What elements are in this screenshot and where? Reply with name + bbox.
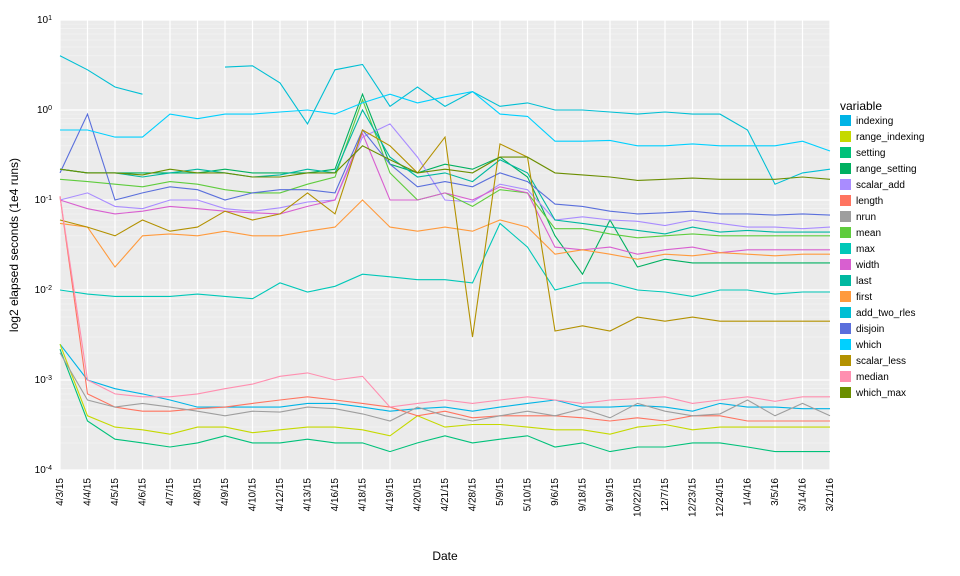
x-tick-label: 4/20/15 <box>413 478 424 512</box>
x-tick-label: 12/24/15 <box>715 478 726 517</box>
legend-label: add_two_rles <box>856 308 915 319</box>
legend-swatch <box>840 307 851 318</box>
y-tick-label: 10-3 <box>35 375 52 387</box>
legend-swatch <box>840 275 851 286</box>
x-tick-label: 4/8/15 <box>193 478 204 506</box>
legend-label: median <box>856 372 889 383</box>
legend-label: setting <box>856 148 885 159</box>
legend-label: scalar_less <box>856 356 906 367</box>
x-tick-label: 4/13/15 <box>303 478 314 512</box>
x-tick-label: 4/3/15 <box>55 478 66 506</box>
legend-swatch <box>840 179 851 190</box>
y-tick-label: 10-2 <box>35 285 52 297</box>
legend-swatch <box>840 371 851 382</box>
legend-title: variable <box>840 99 882 113</box>
legend-label: indexing <box>856 116 893 127</box>
y-tick-label: 100 <box>37 105 52 117</box>
y-tick-label: 101 <box>37 15 52 27</box>
x-tick-label: 1/4/16 <box>743 478 754 506</box>
x-tick-label: 12/7/15 <box>660 478 671 512</box>
chart-container: 10-4 10-3 10-2 10-1 100 101 4/3/15 4/4/15 4/5/15… <box>0 0 960 576</box>
x-tick-label: 4/10/15 <box>248 478 259 512</box>
chart-svg: 10-4 10-3 10-2 10-1 100 101 4/3/15 4/4/15 4/5/15… <box>0 0 960 576</box>
x-tick-label: 4/9/15 <box>220 478 231 506</box>
legend-swatch <box>840 163 851 174</box>
legend-label: scalar_add <box>856 180 905 191</box>
y-tick-label: 10-1 <box>35 195 52 207</box>
y-tick-label: 10-4 <box>35 465 52 477</box>
x-tick-label: 3/14/16 <box>798 478 809 512</box>
legend-swatch <box>840 339 851 350</box>
x-tick-label: 4/12/15 <box>275 478 286 512</box>
legend-swatch <box>840 243 851 254</box>
legend-label: length <box>856 196 883 207</box>
x-tick-label: 4/6/15 <box>138 478 149 506</box>
x-tick-label: 9/19/15 <box>605 478 616 512</box>
x-tick-label: 4/4/15 <box>83 478 94 506</box>
legend-label: disjoin <box>856 324 884 335</box>
legend-swatch <box>840 147 851 158</box>
x-tick-label: 4/18/15 <box>358 478 369 512</box>
legend-label: nrun <box>856 212 876 223</box>
legend-label: max <box>856 244 875 255</box>
legend-swatch <box>840 115 851 126</box>
legend-label: first <box>856 292 872 303</box>
x-tick-label: 3/5/16 <box>770 478 781 506</box>
x-tick-label: 5/9/15 <box>495 478 506 506</box>
legend-swatch <box>840 291 851 302</box>
x-tick-label: 4/16/15 <box>330 478 341 512</box>
x-tick-label: 4/5/15 <box>110 478 121 506</box>
x-tick-label: 3/21/16 <box>825 478 836 512</box>
legend-swatch <box>840 355 851 366</box>
y-axis-label: log2 elapsed seconds (1e4 runs) <box>7 158 21 332</box>
legend-swatch <box>840 227 851 238</box>
x-axis-label: Date <box>432 549 458 563</box>
x-tick-label: 10/22/15 <box>633 478 644 517</box>
legend-swatch <box>840 323 851 334</box>
legend-label: range_indexing <box>856 132 924 143</box>
legend-label: mean <box>856 228 881 239</box>
x-tick-label: 4/7/15 <box>165 478 176 506</box>
x-tick-label: 12/23/15 <box>688 478 699 517</box>
x-tick-label: 9/18/15 <box>578 478 589 512</box>
legend-label: width <box>855 260 879 271</box>
legend-swatch <box>840 211 851 222</box>
x-tick-label: 5/10/15 <box>523 478 534 512</box>
x-tick-label: 4/19/15 <box>385 478 396 512</box>
x-tick-label: 4/28/15 <box>468 478 479 512</box>
legend-swatch <box>840 195 851 206</box>
legend-swatch <box>840 259 851 270</box>
legend-label: which <box>855 340 882 351</box>
legend-label: range_setting <box>856 164 917 175</box>
legend-swatch <box>840 387 851 398</box>
x-tick-label: 4/21/15 <box>440 478 451 512</box>
legend-label: which_max <box>855 388 906 399</box>
legend-label: last <box>856 276 872 287</box>
x-tick-label: 9/6/15 <box>550 478 561 506</box>
legend-swatch <box>840 131 851 142</box>
